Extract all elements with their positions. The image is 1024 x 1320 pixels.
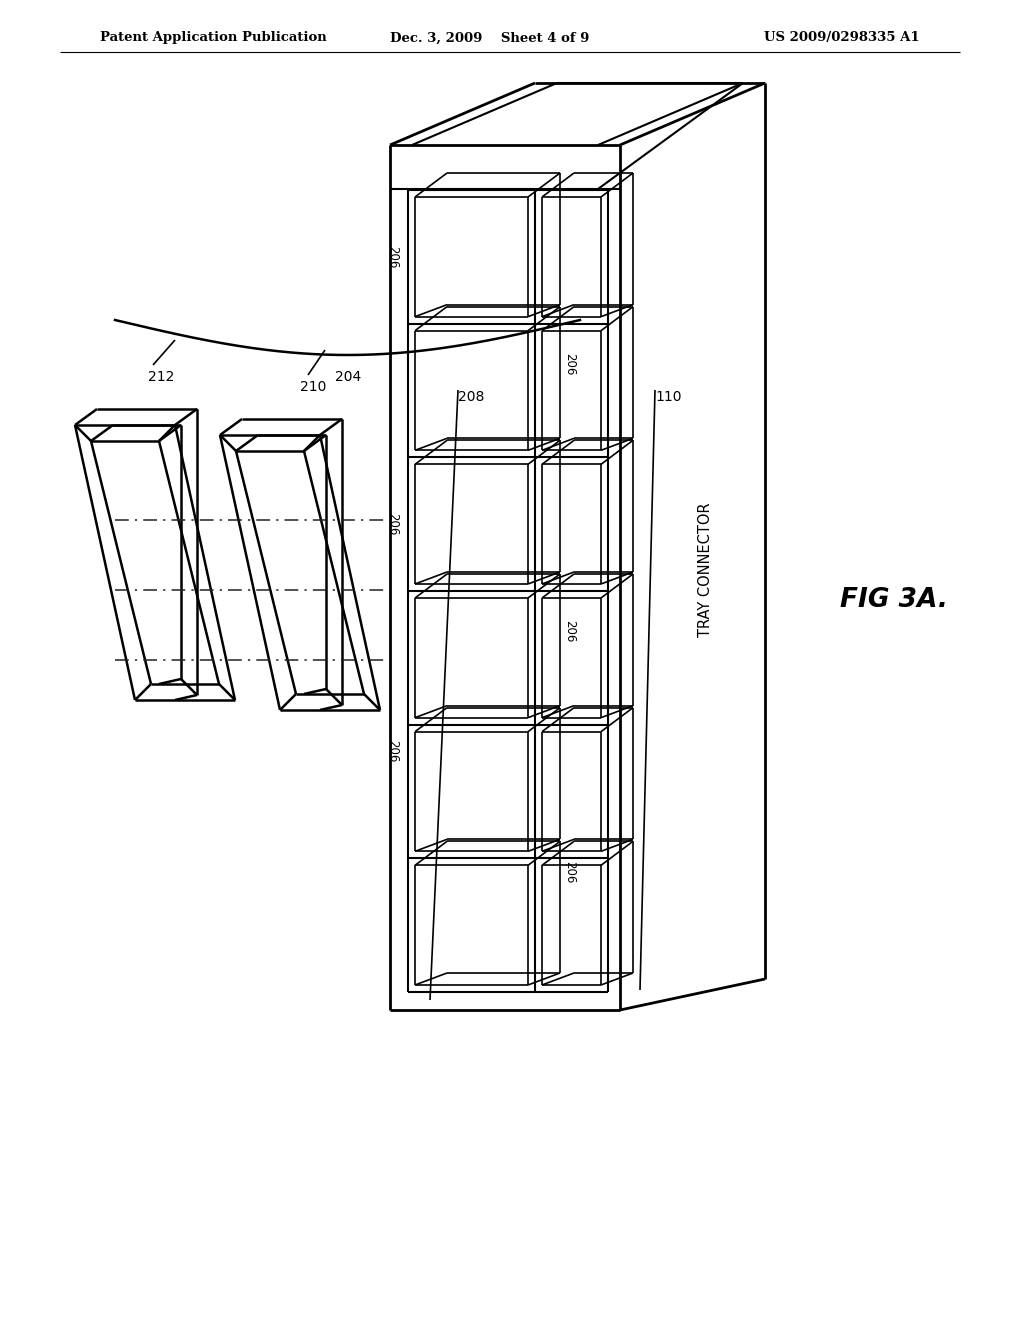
Text: 208: 208 (458, 389, 484, 404)
Text: 206: 206 (386, 741, 399, 763)
Text: 206: 206 (563, 620, 577, 643)
Text: US 2009/0298335 A1: US 2009/0298335 A1 (764, 32, 920, 45)
Text: 206: 206 (386, 246, 399, 268)
Text: FIG 3A.: FIG 3A. (840, 587, 948, 612)
Text: 206: 206 (563, 861, 577, 883)
Text: 210: 210 (300, 380, 327, 393)
Text: 204: 204 (335, 370, 361, 384)
Text: Patent Application Publication: Patent Application Publication (100, 32, 327, 45)
Text: TRAY CONNECTOR: TRAY CONNECTOR (697, 503, 713, 638)
Text: 110: 110 (655, 389, 682, 404)
Text: 206: 206 (386, 513, 399, 536)
Text: 212: 212 (148, 370, 174, 384)
Text: Dec. 3, 2009    Sheet 4 of 9: Dec. 3, 2009 Sheet 4 of 9 (390, 32, 590, 45)
Text: 206: 206 (563, 352, 577, 375)
